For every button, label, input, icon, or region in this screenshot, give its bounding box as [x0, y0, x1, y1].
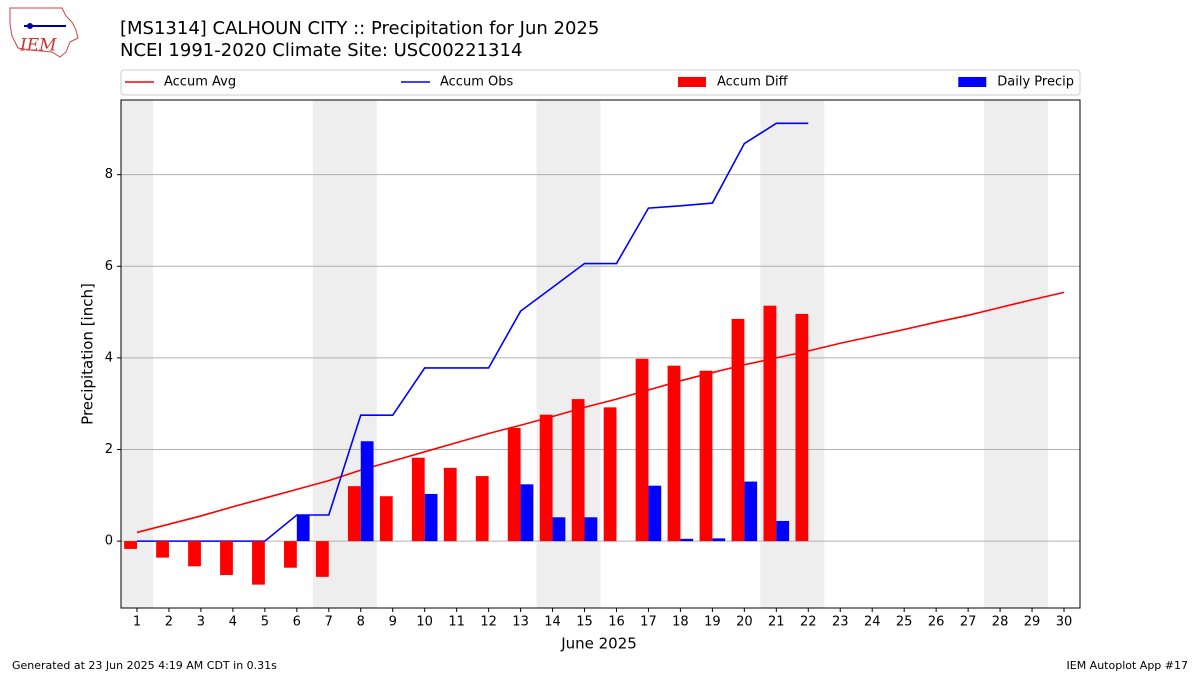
logo-text: IEM: [19, 36, 57, 56]
legend-label: Accum Avg: [164, 75, 236, 90]
x-tick-label: 24: [864, 615, 881, 630]
x-tick-label: 8: [357, 615, 365, 630]
x-tick-label: 27: [960, 615, 977, 630]
weekend-band: [312, 100, 345, 608]
bar: [712, 538, 726, 542]
x-tick-label: 12: [480, 615, 497, 630]
bar: [347, 486, 361, 542]
legend-box: [120, 69, 1081, 96]
weekend-band: [1016, 100, 1049, 608]
legend-label: Accum Diff: [717, 75, 789, 90]
x-tick-label: 22: [800, 615, 817, 630]
bar: [744, 481, 758, 542]
bar: [795, 313, 809, 542]
bar: [475, 476, 489, 542]
x-tick-label: 16: [608, 615, 625, 630]
legend-label: Daily Precip: [997, 75, 1074, 90]
bar: [220, 541, 233, 576]
footer-right: IEM Autoplot App #17: [1067, 659, 1189, 672]
bar: [667, 365, 681, 542]
x-tick-label: 21: [768, 615, 785, 630]
bar: [156, 541, 169, 558]
bar: [731, 318, 745, 542]
x-tick-label: 4: [229, 615, 237, 630]
bar: [552, 517, 566, 542]
bar: [443, 467, 457, 542]
bar: [188, 541, 201, 567]
bar: [360, 441, 374, 542]
plot-area: [121, 100, 1080, 608]
bar: [284, 541, 297, 568]
bar: [539, 414, 553, 542]
bar: [411, 457, 425, 542]
y-axis-label: Precipitation [inch]: [79, 283, 97, 425]
line: [136, 291, 1065, 534]
x-tick-label: 13: [512, 615, 529, 630]
bar: [571, 399, 585, 542]
bar: [124, 541, 137, 549]
weekend-band: [984, 100, 1017, 608]
axes-frame: [120, 99, 1081, 609]
x-tick-label: 6: [293, 615, 301, 630]
bar: [635, 358, 649, 542]
x-tick-label: 1: [133, 615, 141, 630]
footer-left: Generated at 23 Jun 2025 4:19 AM CDT in …: [12, 659, 277, 672]
bar: [776, 520, 790, 542]
x-tick-label: 2: [165, 615, 173, 630]
x-tick-label: 5: [261, 615, 269, 630]
legend-swatch: [678, 77, 706, 87]
x-tick-label: 14: [544, 615, 561, 630]
bar: [507, 427, 521, 542]
x-tick-label: 15: [576, 615, 593, 630]
x-tick-label: 9: [389, 615, 397, 630]
x-tick-label: 18: [672, 615, 689, 630]
x-tick-label: 28: [992, 615, 1009, 630]
bar: [699, 370, 713, 542]
x-tick-label: 17: [640, 615, 657, 630]
line: [136, 122, 809, 542]
y-tick-label: 0: [105, 534, 113, 549]
x-tick-label: 26: [928, 615, 945, 630]
bar: [379, 496, 393, 542]
x-tick-label: 20: [736, 615, 753, 630]
bar: [584, 517, 598, 542]
x-tick-label: 25: [896, 615, 913, 630]
chart-subtitle: NCEI 1991-2020 Climate Site: USC00221314: [120, 40, 522, 61]
weekend-band: [121, 100, 153, 608]
x-tick-label: 29: [1024, 615, 1041, 630]
y-tick-label: 6: [105, 259, 113, 274]
x-axis-label: June 2025: [560, 635, 637, 653]
bar: [296, 515, 310, 542]
chart-title: [MS1314] CALHOUN CITY :: Precipitation f…: [120, 18, 599, 39]
y-tick-label: 4: [105, 350, 113, 365]
bar: [520, 484, 534, 542]
y-tick-label: 8: [105, 167, 113, 182]
x-tick-label: 10: [416, 615, 433, 630]
x-tick-label: 11: [448, 615, 465, 630]
x-tick-label: 23: [832, 615, 849, 630]
bar: [680, 538, 694, 542]
bar: [763, 305, 777, 542]
bar: [648, 485, 662, 542]
logo: IEM: [9, 7, 79, 58]
x-tick-label: 30: [1056, 615, 1073, 630]
x-tick-label: 7: [325, 615, 333, 630]
x-tick-label: 19: [704, 615, 721, 630]
bar: [252, 541, 265, 585]
y-tick-label: 2: [105, 442, 113, 457]
bar: [315, 541, 329, 577]
bar: [603, 407, 617, 542]
legend-swatch: [958, 77, 987, 87]
x-tick-label: 3: [197, 615, 205, 630]
legend-label: Accum Obs: [440, 75, 513, 90]
bar: [424, 493, 438, 542]
